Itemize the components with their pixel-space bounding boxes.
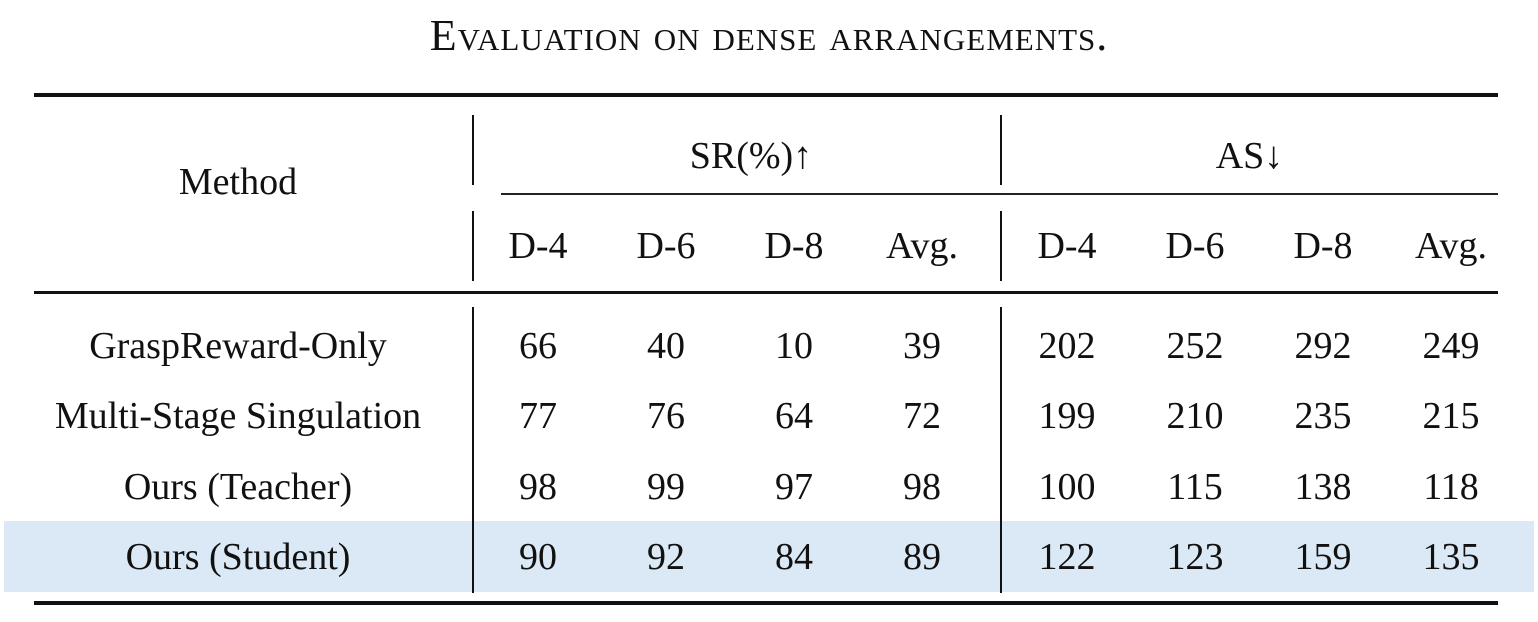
header-as-avg: Avg. (1414, 225, 1488, 267)
header-as-group: AS↓ (1215, 135, 1284, 177)
row-3-as-d8: 138 (1294, 466, 1352, 508)
row-1-as-d8: 292 (1294, 325, 1352, 367)
row-2-sr-avg: 72 (903, 395, 941, 437)
header-sr-avg: Avg. (885, 225, 959, 267)
row-4-sr-avg: 89 (903, 536, 941, 578)
vertical-divider-method-header-top (472, 115, 474, 185)
row-1-sr-avg: 39 (903, 325, 941, 367)
row-2-as-d8: 235 (1294, 395, 1352, 437)
table-caption: Evaluation on dense arrangements. (429, 11, 1109, 60)
highlight-row-background (4, 521, 1534, 592)
row-2-sr-d8: 64 (775, 395, 813, 437)
row-1-sr-d4: 66 (519, 325, 557, 367)
vertical-divider-method-header-bottom (472, 211, 474, 281)
row-3-sr-d8: 97 (775, 466, 813, 508)
row-3-method: Ours (Teacher) (123, 466, 353, 508)
row-4-as-avg: 135 (1422, 536, 1480, 578)
row-4-sr-d4: 90 (519, 536, 557, 578)
row-2-as-avg: 215 (1422, 395, 1480, 437)
row-3-as-d4: 100 (1038, 466, 1096, 508)
row-4-method: Ours (Student) (125, 536, 351, 578)
row-4-as-d6: 123 (1166, 536, 1224, 578)
row-2-as-d6: 210 (1166, 395, 1224, 437)
row-2-sr-d4: 77 (519, 395, 557, 437)
row-3-sr-d6: 99 (647, 466, 685, 508)
vertical-divider-method-body (472, 307, 474, 593)
bottom-rule (34, 601, 1498, 605)
results-table: Method SR(%)↑ AS↓ D-4 D-6 D-8 Avg. D-4 D… (4, 93, 1534, 608)
header-method: Method (178, 161, 298, 203)
header-as-d4: D-4 (1037, 225, 1097, 267)
row-2-as-d4: 199 (1038, 395, 1096, 437)
row-1-sr-d8: 10 (775, 325, 813, 367)
row-4-sr-d6: 92 (647, 536, 685, 578)
header-sr-d4: D-4 (508, 225, 568, 267)
row-1-as-avg: 249 (1422, 325, 1480, 367)
row-2-method: Multi-Stage Singulation (54, 395, 422, 437)
vertical-divider-group-header-bottom (1000, 211, 1002, 281)
row-1-method: GraspReward-Only (89, 325, 387, 367)
row-1-as-d6: 252 (1166, 325, 1224, 367)
row-4-as-d4: 122 (1038, 536, 1096, 578)
header-sr-d6: D-6 (636, 225, 696, 267)
row-2-sr-d6: 76 (647, 395, 685, 437)
row-4-as-d8: 159 (1294, 536, 1352, 578)
row-1-as-d4: 202 (1038, 325, 1096, 367)
row-3-sr-avg: 98 (903, 466, 941, 508)
row-4-sr-d8: 84 (775, 536, 813, 578)
group-underline (501, 193, 1498, 195)
row-3-sr-d4: 98 (519, 466, 557, 508)
header-as-d6: D-6 (1165, 225, 1225, 267)
row-3-as-d6: 115 (1167, 466, 1223, 508)
row-1-sr-d6: 40 (647, 325, 685, 367)
top-rule (34, 93, 1498, 97)
vertical-divider-group-header-top (1000, 115, 1002, 185)
header-as-d8: D-8 (1293, 225, 1353, 267)
header-sr-d8: D-8 (764, 225, 824, 267)
header-rule (34, 291, 1498, 294)
vertical-divider-group-body (1000, 307, 1002, 593)
row-3-as-avg: 118 (1423, 466, 1479, 508)
header-sr-group: SR(%)↑ (689, 135, 813, 177)
